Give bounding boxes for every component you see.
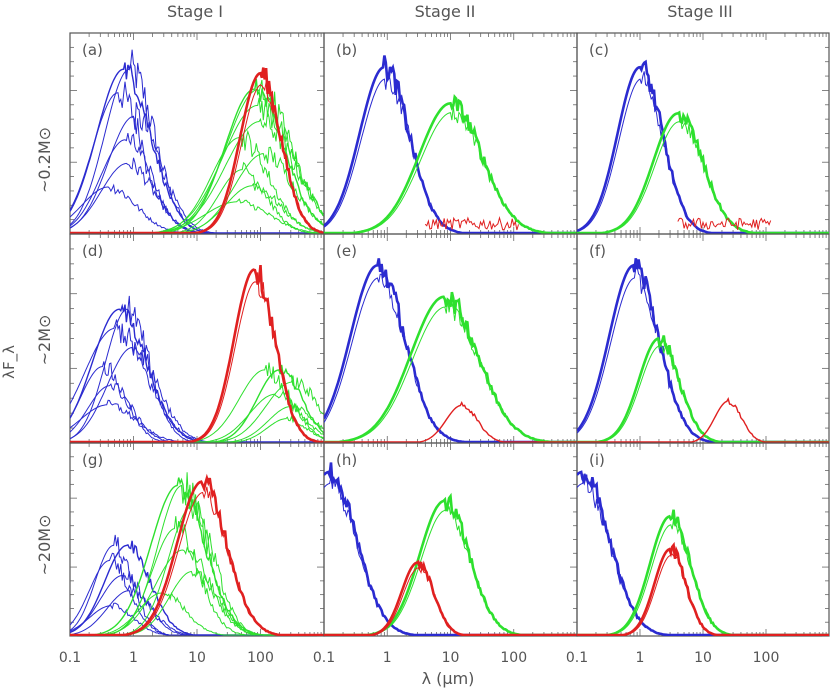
series-red-secondary xyxy=(70,82,324,234)
x-tick-label: 10 xyxy=(188,650,206,666)
x-tick-label: 10 xyxy=(694,650,712,666)
series-green-secondary xyxy=(577,518,829,636)
series-green-main xyxy=(324,291,577,443)
panels-group: (a) (b) (c) (d) (e) (f) (g) 0.1 1 10 100 (h) 0.1 1 10 1… xyxy=(59,32,830,666)
series-red-main xyxy=(70,473,324,636)
panel-label: (e) xyxy=(336,242,357,260)
series-red-secondary xyxy=(70,486,324,636)
panel-frame-3 xyxy=(576,32,830,235)
series-green-secondary xyxy=(577,342,829,443)
column-header-stage-2: Stage II xyxy=(415,2,476,21)
panel-curves-3 xyxy=(577,59,829,234)
panel-frame-4 xyxy=(69,233,325,444)
panel-label: (d) xyxy=(82,242,103,260)
panel-curves-1 xyxy=(70,49,324,234)
series-blue-main xyxy=(577,258,829,443)
series-green-main xyxy=(70,364,324,443)
series-green-secondary xyxy=(324,298,577,443)
series-blue-line xyxy=(70,587,324,636)
series-green-main xyxy=(324,93,577,234)
series-green-main xyxy=(577,509,829,636)
series-green-secondary xyxy=(577,117,829,234)
x-tick-label: 100 xyxy=(500,650,527,666)
y-axis-label: λF_λ xyxy=(0,345,19,379)
series-red-secondary xyxy=(70,272,324,443)
series-green-line xyxy=(70,161,324,234)
series-blue-main xyxy=(577,470,829,636)
series-blue-main xyxy=(70,62,324,234)
panel-label: (a) xyxy=(82,41,103,59)
panel-curves-6 xyxy=(577,258,829,443)
series-red-main xyxy=(577,397,829,443)
series-green-secondary xyxy=(324,506,577,636)
series-green-main xyxy=(577,335,829,443)
panel-frame-6 xyxy=(576,233,830,444)
series-blue-line xyxy=(70,571,324,636)
series-blue-line xyxy=(70,534,324,636)
panel-label: (b) xyxy=(336,41,357,59)
series-green-main xyxy=(324,492,577,636)
series-red-noise xyxy=(677,217,772,231)
series-red-main xyxy=(324,559,577,636)
series-red-main xyxy=(324,401,577,443)
series-green-line xyxy=(70,390,324,443)
panel-curves-9 xyxy=(577,470,829,636)
panel-frame-2 xyxy=(323,32,578,235)
column-header-stage-3: Stage III xyxy=(667,2,732,21)
series-blue-line xyxy=(70,319,324,443)
panel-frame-8 xyxy=(323,442,578,637)
x-tick-label: 10 xyxy=(442,650,460,666)
series-red-secondary xyxy=(577,553,829,636)
series-green-line xyxy=(70,568,324,636)
x-tick-label: 0.1 xyxy=(313,650,335,666)
panel-curves-5 xyxy=(324,258,577,443)
panel-curves-8 xyxy=(324,462,577,636)
series-green-line xyxy=(70,516,324,636)
series-green-main xyxy=(577,110,829,234)
series-green-line xyxy=(70,129,324,234)
panel-label: (i) xyxy=(589,451,605,469)
panel-curves-7 xyxy=(70,472,324,636)
column-header-stage-1: Stage I xyxy=(167,2,223,21)
series-red-secondary xyxy=(324,565,577,636)
series-red-noise xyxy=(424,216,519,231)
panel-label: (f) xyxy=(589,242,606,260)
panel-frame-5 xyxy=(323,233,578,444)
series-blue-main xyxy=(324,55,577,234)
series-green-line xyxy=(70,591,324,636)
x-axis-label: λ (μm) xyxy=(422,669,475,688)
series-blue-secondary xyxy=(577,266,829,443)
panel-label: (g) xyxy=(82,451,103,469)
x-tick-label: 0.1 xyxy=(59,650,81,666)
series-blue-secondary xyxy=(577,71,829,234)
panel-curves-4 xyxy=(70,264,324,443)
x-tick-label: 1 xyxy=(129,650,138,666)
row-label-0.2msun: ~0.2M⊙ xyxy=(35,127,54,193)
series-green-secondary xyxy=(324,106,577,234)
panel-curves-2 xyxy=(324,55,577,234)
x-tick-label: 0.1 xyxy=(566,650,588,666)
x-tick-label: 100 xyxy=(247,650,274,666)
panel-label: (c) xyxy=(589,41,609,59)
series-blue-main xyxy=(577,59,829,234)
series-green-main xyxy=(70,477,324,636)
x-tick-label: 100 xyxy=(753,650,780,666)
x-tick-label: 1 xyxy=(383,650,392,666)
x-tick-label: 1 xyxy=(636,650,645,666)
series-blue-secondary xyxy=(324,72,577,234)
row-label-20msun: ~20M⊙ xyxy=(35,515,54,576)
panel-label: (h) xyxy=(336,451,357,469)
row-label-2msun: ~2M⊙ xyxy=(35,315,54,366)
series-blue-main xyxy=(324,462,577,636)
series-blue-line xyxy=(70,399,324,443)
